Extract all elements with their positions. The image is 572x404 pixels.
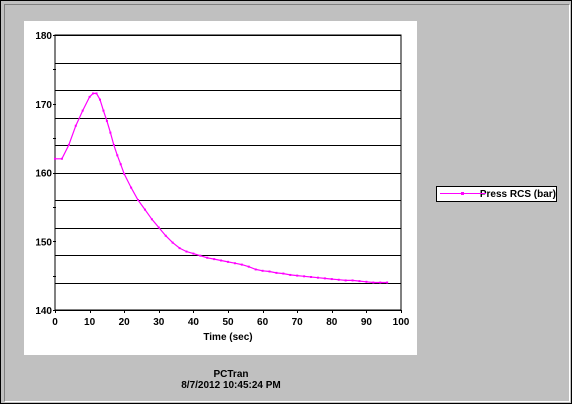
axes: 140 150 160 170 180 0 10 20 30 40 50 60 70 80 90 100 — [35, 31, 409, 328]
data-point — [261, 269, 264, 272]
data-point — [123, 172, 126, 175]
data-point — [372, 281, 375, 284]
x-tick-label: 40 — [188, 317, 200, 328]
data-point — [206, 256, 209, 259]
footer-timestamp: 8/7/2012 10:45:24 PM — [181, 380, 281, 391]
x-tick-label: 60 — [257, 317, 269, 328]
legend-label: Press RCS (bar) — [479, 188, 556, 200]
window-bevel — [4, 4, 570, 402]
x-tick-label: 70 — [292, 317, 304, 328]
data-point — [81, 109, 84, 112]
data-point — [316, 276, 319, 279]
data-point — [213, 258, 216, 261]
data-point — [330, 278, 333, 281]
data-point — [323, 277, 326, 280]
plot-border — [54, 34, 402, 311]
series-line — [55, 92, 388, 284]
data-point — [171, 241, 174, 244]
data-point — [178, 247, 181, 250]
data-point — [275, 271, 278, 274]
data-point — [344, 279, 347, 282]
data-point — [220, 259, 223, 262]
data-point — [282, 272, 285, 275]
y-tick-label: 170 — [35, 100, 52, 111]
y-tick-label: 180 — [35, 31, 52, 42]
series-layer — [54, 92, 389, 284]
data-point — [254, 268, 257, 271]
data-point — [386, 281, 389, 284]
x-axis-title: Time (sec) — [203, 332, 252, 343]
data-point — [98, 98, 101, 101]
data-point — [54, 157, 56, 160]
data-point — [112, 144, 115, 146]
data-point — [247, 265, 250, 268]
data-point — [192, 252, 195, 255]
y-tick-label: 140 — [35, 306, 52, 317]
data-point — [164, 234, 167, 237]
data-point — [105, 119, 108, 122]
data-point — [67, 144, 70, 146]
x-tick-label: 90 — [361, 317, 373, 328]
footer-app-name: PCTran — [213, 369, 249, 380]
grid — [55, 35, 401, 311]
data-point — [88, 95, 91, 98]
data-point — [119, 163, 122, 166]
data-point — [358, 280, 361, 283]
legend-swatch — [440, 187, 486, 201]
data-point — [227, 260, 229, 263]
data-point — [337, 278, 340, 281]
x-tick-label: 80 — [326, 317, 338, 328]
data-point — [143, 208, 146, 211]
data-point — [137, 199, 140, 201]
data-point — [199, 254, 202, 257]
data-point — [268, 270, 271, 273]
data-point — [365, 280, 368, 283]
data-point — [379, 281, 382, 284]
data-point — [102, 109, 105, 112]
data-point — [289, 273, 292, 276]
data-point — [116, 154, 119, 157]
y-tick-label: 150 — [35, 237, 52, 248]
data-point — [92, 92, 95, 95]
y-tick-label: 160 — [35, 169, 52, 180]
footer: PCTran 8/7/2012 10:45:24 PM — [151, 369, 311, 391]
data-point — [130, 186, 133, 189]
data-point — [185, 250, 188, 253]
data-point — [233, 262, 236, 265]
data-point — [351, 279, 354, 282]
data-point — [150, 218, 153, 221]
data-point — [60, 157, 63, 160]
data-point — [109, 131, 112, 134]
data-point — [296, 274, 299, 277]
x-tick-label: 100 — [393, 317, 410, 328]
plot-panel — [24, 21, 417, 355]
x-tick-label: 50 — [222, 317, 234, 328]
legend: Press RCS (bar) — [436, 186, 557, 202]
x-tick-label: 0 — [52, 317, 58, 328]
data-point — [95, 92, 98, 95]
data-point — [157, 226, 160, 229]
data-point — [303, 275, 306, 278]
data-point — [240, 263, 243, 266]
data-point — [74, 124, 77, 127]
data-point — [310, 276, 313, 278]
x-tick-label: 10 — [84, 317, 96, 328]
x-tick-label: 20 — [119, 317, 131, 328]
x-tick-label: 30 — [153, 317, 165, 328]
